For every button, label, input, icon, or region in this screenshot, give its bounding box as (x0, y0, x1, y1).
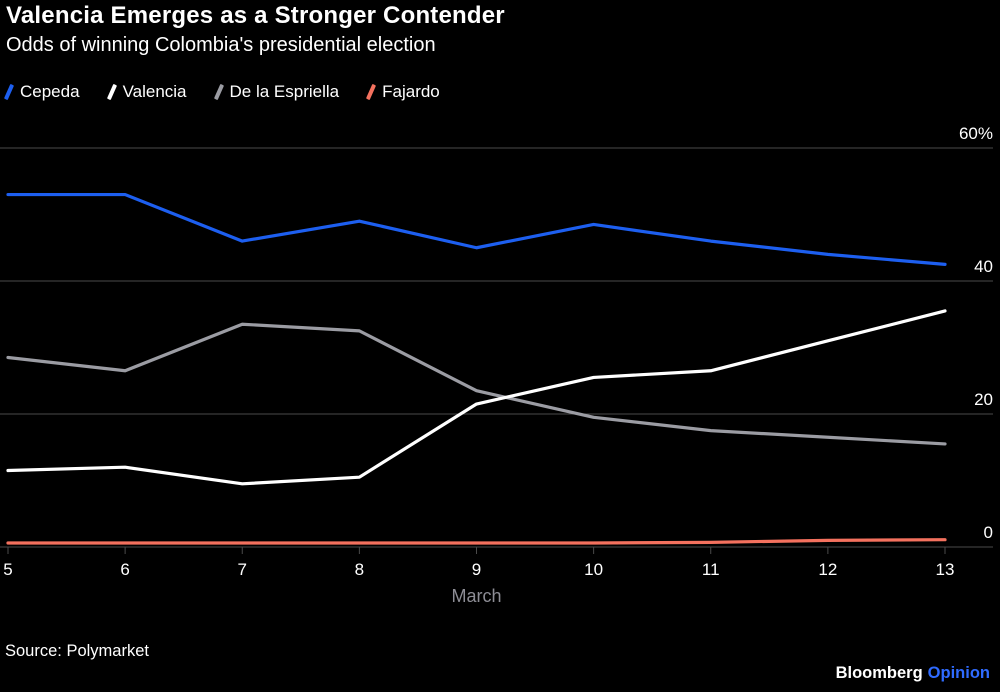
x-axis-label: 5 (3, 560, 12, 579)
y-axis-label: 0 (984, 523, 993, 542)
legend-label: Valencia (122, 82, 187, 101)
x-axis-label: 12 (818, 560, 837, 579)
x-axis-label: 13 (936, 560, 955, 579)
x-axis-label: 6 (120, 560, 129, 579)
x-axis-label: 10 (584, 560, 603, 579)
y-axis-label: 60% (959, 124, 993, 143)
legend-item-de-la-espriella: De la Espriella (213, 82, 340, 102)
legend-item-cepeda: Cepeda (3, 82, 80, 102)
legend-label: Fajardo (382, 82, 440, 101)
legend-swatch-icon (366, 83, 377, 101)
chart-subtitle: Odds of winning Colombia's presidential … (6, 34, 436, 56)
legend-swatch-icon (3, 83, 15, 101)
series-de-la-espriella (6, 322, 947, 446)
legend-label: De la Espriella (229, 82, 340, 101)
legend-item-valencia: Valencia (106, 82, 187, 102)
x-axis-label: 11 (702, 560, 720, 579)
chart-svg: 0 20 40 60% 5 6 7 8 9 10 11 12 13 (0, 124, 993, 579)
series-fajardo (6, 538, 947, 545)
brand-bloomberg: Bloomberg (835, 664, 923, 682)
legend-swatch-icon (213, 83, 224, 101)
source-note: Source: Polymarket (5, 642, 149, 660)
series-valencia (6, 309, 947, 486)
y-axis-label: 40 (974, 257, 993, 276)
brand-logo: Bloomberg Opinion (836, 664, 990, 683)
x-axis-label: 8 (355, 560, 364, 579)
series-cepeda (6, 192, 947, 266)
x-axis-title: March (451, 586, 502, 606)
y-axis-label: 20 (974, 390, 993, 409)
brand-opinion: Opinion (927, 664, 990, 682)
chart-legend: Cepeda Valencia De la Espriella Fajardo (3, 82, 440, 102)
legend-label: Cepeda (20, 82, 80, 101)
legend-swatch-icon (106, 83, 117, 101)
legend-item-fajardo: Fajardo (366, 82, 440, 102)
x-axis-label: 9 (472, 560, 481, 579)
x-axis-label: 7 (238, 560, 247, 579)
page-title: Valencia Emerges as a Stronger Contender (6, 2, 505, 29)
